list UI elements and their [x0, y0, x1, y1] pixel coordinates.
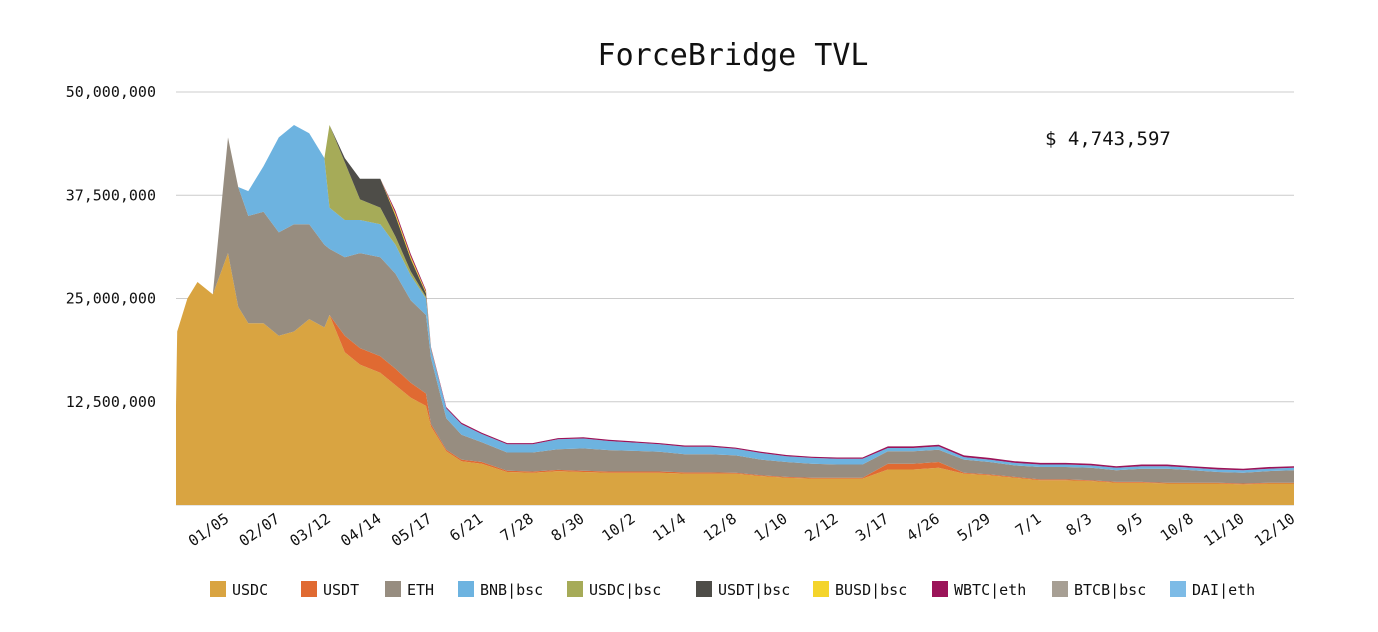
x-tick-label: 4/26 — [903, 510, 943, 545]
y-tick-label: 25,000,000 — [66, 290, 156, 308]
x-tick-label: 11/10 — [1200, 510, 1247, 551]
legend-label: ETH — [407, 581, 434, 599]
legend-label: USDC — [232, 581, 268, 599]
legend-swatch — [1052, 581, 1068, 597]
legend-label: WBTC|eth — [954, 581, 1026, 599]
x-tick-label: 5/29 — [954, 510, 994, 545]
legend-swatch — [567, 581, 583, 597]
x-tick-label: 12/8 — [700, 510, 740, 545]
legend-swatch — [301, 581, 317, 597]
legend-swatch — [385, 581, 401, 597]
legend-item-dai-eth: DAI|eth — [1170, 581, 1255, 599]
x-tick-label: 02/07 — [236, 510, 283, 551]
legend-item-usdc-bsc: USDC|bsc — [567, 581, 661, 599]
legend-item-btcb-bsc: BTCB|bsc — [1052, 581, 1146, 599]
series-area-bnb-bsc — [176, 125, 1294, 473]
legend-swatch — [696, 581, 712, 597]
legend-swatch — [813, 581, 829, 597]
stacked-areas — [176, 125, 1294, 505]
x-tick-label: 7/28 — [497, 510, 537, 545]
legend-item-usdt-bsc: USDT|bsc — [696, 581, 790, 599]
legend-swatch — [210, 581, 226, 597]
legend-item-usdt: USDT — [301, 581, 359, 599]
x-tick-label: 11/4 — [649, 510, 689, 545]
legend-item-usdc: USDC — [210, 581, 268, 599]
x-tick-label: 10/2 — [598, 510, 638, 545]
y-tick-label: 12,500,000 — [66, 393, 156, 411]
legend-label: USDT|bsc — [718, 581, 790, 599]
y-axis-ticks: 12,500,000 25,000,000 37,500,000 50,000,000 — [66, 83, 156, 411]
x-tick-label: 03/12 — [287, 510, 334, 551]
legend-label: BTCB|bsc — [1074, 581, 1146, 599]
legend-label: DAI|eth — [1192, 581, 1255, 599]
legend-label: BNB|bsc — [480, 581, 543, 599]
chart-title: ForceBridge TVL — [598, 38, 869, 73]
x-tick-label: 8/30 — [548, 510, 588, 545]
legend: USDC USDT ETH BNB|bsc USDC|bsc USDT|bsc BUSD|b… — [210, 581, 1255, 599]
x-tick-label: 04/14 — [337, 510, 384, 551]
legend-item-bnb-bsc: BNB|bsc — [458, 581, 543, 599]
legend-label: USDC|bsc — [589, 581, 661, 599]
x-tick-label: 05/17 — [388, 510, 435, 551]
total-value-annotation: $ 4,743,597 — [1045, 128, 1171, 150]
legend-swatch — [1170, 581, 1186, 597]
x-tick-label: 8/3 — [1063, 510, 1096, 540]
x-tick-label: 2/12 — [802, 510, 842, 545]
y-tick-label: 37,500,000 — [66, 186, 156, 204]
x-tick-label: 7/1 — [1012, 510, 1045, 540]
x-tick-label: 9/5 — [1113, 510, 1146, 540]
legend-swatch — [458, 581, 474, 597]
x-tick-label: 1/10 — [751, 510, 791, 545]
x-tick-label: 10/8 — [1157, 510, 1197, 545]
legend-swatch — [932, 581, 948, 597]
legend-label: USDT — [323, 581, 359, 599]
legend-item-busd-bsc: BUSD|bsc — [813, 581, 907, 599]
legend-item-eth: ETH — [385, 581, 434, 599]
x-tick-label: 3/17 — [852, 510, 892, 545]
legend-label: BUSD|bsc — [835, 581, 907, 599]
legend-item-wbtc-eth: WBTC|eth — [932, 581, 1026, 599]
series-area-eth — [176, 137, 1294, 484]
x-tick-label: 6/21 — [446, 510, 486, 545]
series-area-usdc — [176, 253, 1294, 505]
y-tick-label: 50,000,000 — [66, 83, 156, 101]
x-axis-ticks: 01/05 02/07 03/12 04/14 05/17 6/21 7/28 8/30 10/… — [185, 510, 1298, 551]
x-tick-label: 12/10 — [1251, 510, 1298, 551]
x-tick-label: 01/05 — [185, 510, 232, 551]
